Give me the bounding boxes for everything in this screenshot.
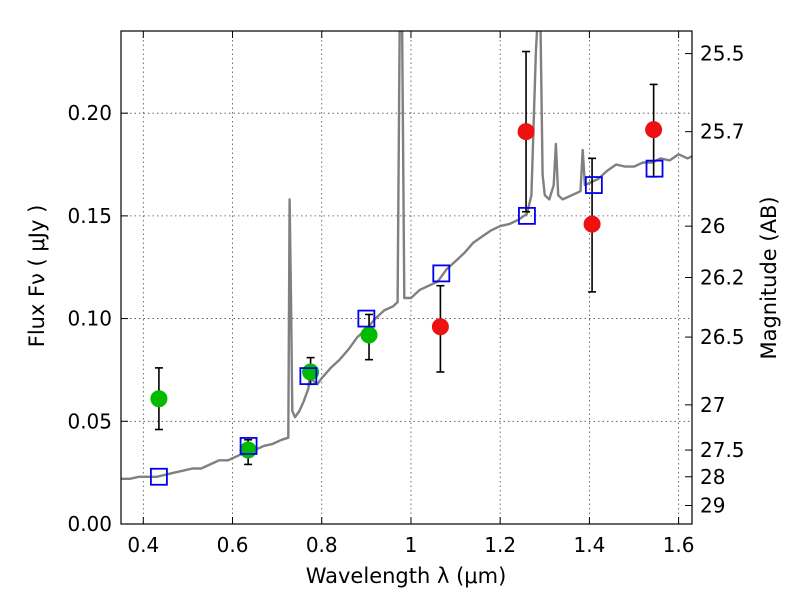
x-axis-label: Wavelength λ (μm) bbox=[306, 564, 507, 588]
data-markers bbox=[150, 121, 664, 486]
y-axis-label: Flux Fν ( μJy ) bbox=[25, 205, 49, 348]
right-tick-label: 29 bbox=[700, 494, 725, 518]
right-tick-label: 25.7 bbox=[700, 120, 745, 144]
right-tick-label: 26.5 bbox=[700, 325, 745, 349]
model-point-square bbox=[518, 206, 536, 225]
y-tick-label: 0.00 bbox=[67, 512, 112, 536]
x-tick-label: 0.4 bbox=[127, 533, 159, 557]
model-point-square bbox=[645, 159, 664, 178]
model-point-square bbox=[239, 437, 258, 455]
y-tick-label: 0.10 bbox=[67, 307, 112, 331]
right-tick-label: 28 bbox=[700, 465, 725, 489]
right-tick-label: 26 bbox=[700, 214, 725, 238]
model-point-square bbox=[432, 264, 451, 283]
right-tick-label: 26.2 bbox=[700, 266, 745, 290]
x-tick-label: 1.4 bbox=[573, 533, 605, 557]
model-point-square bbox=[584, 176, 603, 194]
data-point-circle bbox=[431, 318, 449, 336]
x-tick-label: 0.6 bbox=[217, 533, 249, 557]
data-point-circle bbox=[239, 441, 257, 459]
y-tick-label: 0.20 bbox=[67, 101, 112, 125]
data-point-circle bbox=[150, 390, 168, 408]
right-tick-label: 27 bbox=[700, 393, 725, 417]
model-point-square bbox=[150, 467, 168, 486]
right-tick-label: 27.5 bbox=[700, 438, 745, 462]
data-point-circle bbox=[517, 123, 535, 141]
axis-ticks: 0.4 0.6 0.8 1 1.2 1.4 1.6 0.00 0.05 0.10 0.15 0.20 2… bbox=[67, 31, 745, 557]
model-point-square bbox=[357, 309, 376, 328]
model-point-square bbox=[299, 367, 318, 386]
y-tick-label: 0.15 bbox=[67, 204, 112, 228]
right-axis-label: Magnitude (AB) bbox=[757, 196, 781, 359]
x-tick-label: 1.6 bbox=[663, 533, 695, 557]
right-tick-label: 25.5 bbox=[700, 42, 745, 66]
y-tick-label: 0.05 bbox=[67, 409, 112, 433]
data-point-circle bbox=[645, 121, 663, 139]
data-point-circle bbox=[360, 326, 378, 344]
x-tick-label: 1 bbox=[405, 533, 418, 557]
x-tick-label: 1.2 bbox=[484, 533, 516, 557]
data-point-circle bbox=[583, 215, 601, 233]
x-tick-label: 0.8 bbox=[306, 533, 338, 557]
